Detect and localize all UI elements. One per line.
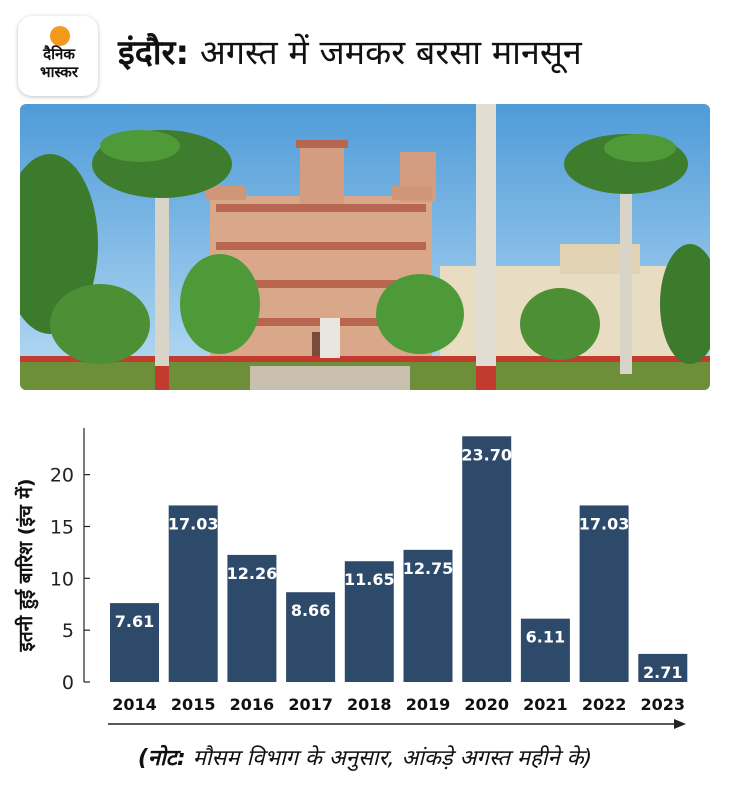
logo-line-1: दैनिक bbox=[43, 45, 75, 63]
statue bbox=[320, 318, 340, 358]
arrow-head-icon bbox=[674, 719, 686, 729]
headline: इंदौर: अगस्त में जमकर बरसा मानसून bbox=[118, 28, 582, 78]
x-tick-label-2021: 2021 bbox=[523, 695, 568, 714]
footnote: (नोट: मौसम विभाग के अनुसार, आंकड़े अगस्त… bbox=[0, 742, 730, 772]
footnote-text: मौसम विभाग के अनुसार, आंकड़े अगस्त महीने… bbox=[185, 746, 593, 771]
x-tick-label-2016: 2016 bbox=[230, 695, 275, 714]
data-label-2015: 17.03 bbox=[168, 514, 219, 533]
bar-2014 bbox=[110, 603, 159, 682]
palm-tree-center bbox=[476, 104, 496, 390]
dainik-bhaskar-logo: दैनिक भास्कर bbox=[18, 16, 98, 96]
footnote-prefix: (नोट: bbox=[137, 746, 186, 771]
data-label-2017: 8.66 bbox=[291, 601, 330, 620]
y-tick-label: 0 bbox=[62, 672, 74, 694]
bar-2019 bbox=[403, 549, 453, 682]
bar-2018 bbox=[344, 561, 394, 682]
sun-icon bbox=[50, 26, 70, 46]
data-label-2020: 23.70 bbox=[461, 445, 512, 464]
bar-2023 bbox=[638, 653, 688, 682]
palace-illustration bbox=[20, 104, 710, 390]
x-tick-label-2022: 2022 bbox=[582, 695, 627, 714]
palm-tree-left bbox=[92, 130, 232, 390]
x-tick-label-2015: 2015 bbox=[171, 695, 216, 714]
headline-place: इंदौर: bbox=[118, 33, 190, 73]
bar-2017 bbox=[286, 592, 336, 682]
y-axis-label: इतनी हुई बारिश (इंच में) bbox=[14, 478, 39, 652]
rainfall-bar-chart: 0 5 10 15 20 इतनी हुई बारिश (इंच में) 7.61 201… bbox=[14, 428, 688, 729]
palace-photo bbox=[20, 104, 710, 390]
y-tick-label: 10 bbox=[50, 568, 74, 590]
x-tick-label-2014: 2014 bbox=[112, 695, 157, 714]
red-railing bbox=[20, 356, 710, 362]
headline-text: अगस्त में जमकर बरसा मानसून bbox=[199, 33, 582, 73]
data-label-2021: 6.11 bbox=[526, 628, 565, 647]
x-tick-label-2019: 2019 bbox=[406, 695, 451, 714]
x-tick-label-2020: 2020 bbox=[464, 695, 509, 714]
bar-2020 bbox=[462, 436, 512, 682]
data-label-2023: 2.71 bbox=[643, 663, 682, 682]
x-tick-label-2018: 2018 bbox=[347, 695, 392, 714]
y-tick-label: 15 bbox=[50, 516, 74, 538]
palm-tree-right bbox=[564, 134, 688, 374]
data-label-2022: 17.03 bbox=[579, 514, 630, 533]
data-label-2018: 11.65 bbox=[344, 570, 395, 589]
logo-line-2: भास्कर bbox=[40, 63, 78, 81]
x-tick-label-2023: 2023 bbox=[641, 695, 686, 714]
data-label-2019: 12.75 bbox=[403, 559, 454, 578]
bar-2015 bbox=[168, 505, 218, 682]
y-tick-label: 20 bbox=[50, 465, 74, 487]
bar-2021 bbox=[520, 618, 570, 682]
bar-2022 bbox=[579, 505, 629, 682]
data-label-2014: 7.61 bbox=[115, 612, 154, 631]
x-tick-label-2017: 2017 bbox=[288, 695, 333, 714]
pathway bbox=[250, 366, 410, 390]
trees-left bbox=[20, 154, 710, 364]
bar-2016 bbox=[227, 554, 277, 682]
y-tick-label: 5 bbox=[62, 620, 74, 642]
data-label-2016: 12.26 bbox=[227, 564, 278, 583]
